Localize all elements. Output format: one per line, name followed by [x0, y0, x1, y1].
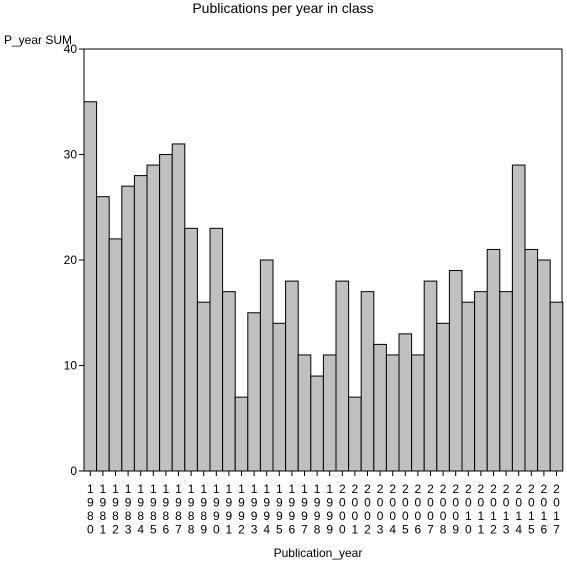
bar: [96, 196, 110, 472]
bar: [171, 143, 186, 472]
bar: [511, 164, 526, 472]
y-tick-label: 40: [64, 42, 78, 56]
bar: [159, 154, 173, 472]
bar: [196, 301, 211, 472]
bar: [549, 301, 564, 472]
bar: [486, 248, 501, 472]
chart-title: Publications per year in class: [192, 0, 373, 16]
bars: [83, 101, 564, 472]
bar: [310, 375, 324, 472]
bar: [499, 291, 513, 472]
bar: [537, 259, 551, 472]
bar: [146, 164, 161, 472]
bar: [423, 280, 438, 472]
bar: [285, 280, 299, 472]
bar: [436, 322, 450, 472]
bar: [524, 248, 539, 472]
bar: [272, 322, 287, 472]
x-axis: 1 9 8 0 1 9 8 1 1 9 8 2 1 9 8 3 1 9 8 4 1 9 8 5 1 9 8 6 1 9 8 7 1 9 8 8 1 9 8 9…: [87, 471, 560, 537]
bar: [184, 227, 198, 472]
bar: [373, 343, 387, 472]
bar: [297, 354, 312, 472]
bar: [108, 238, 123, 472]
bar: [234, 396, 249, 472]
bar: [133, 175, 148, 472]
y-tick-label: 30: [64, 148, 78, 162]
x-axis-label: Publication_year: [274, 546, 363, 560]
bar: [222, 291, 236, 472]
bar: [461, 301, 476, 472]
bar: [348, 396, 362, 472]
bar: [474, 291, 488, 472]
bar: [360, 291, 375, 472]
y-tick-label: 0: [70, 464, 77, 478]
bar: [83, 101, 98, 472]
bar: [247, 312, 261, 472]
y-tick-label: 20: [64, 253, 78, 267]
bar: [322, 354, 337, 472]
y-tick-label: 10: [64, 359, 78, 373]
bar: [385, 354, 400, 472]
bar: [209, 227, 224, 472]
bar: [335, 280, 350, 472]
y-axis: 0 10 20 30 40: [64, 42, 84, 478]
bar: [448, 270, 463, 472]
bar: [259, 259, 274, 472]
bar: [398, 333, 413, 472]
bar: [121, 185, 135, 472]
y-axis-label: P_year SUM: [4, 33, 72, 47]
bar: [411, 354, 425, 472]
